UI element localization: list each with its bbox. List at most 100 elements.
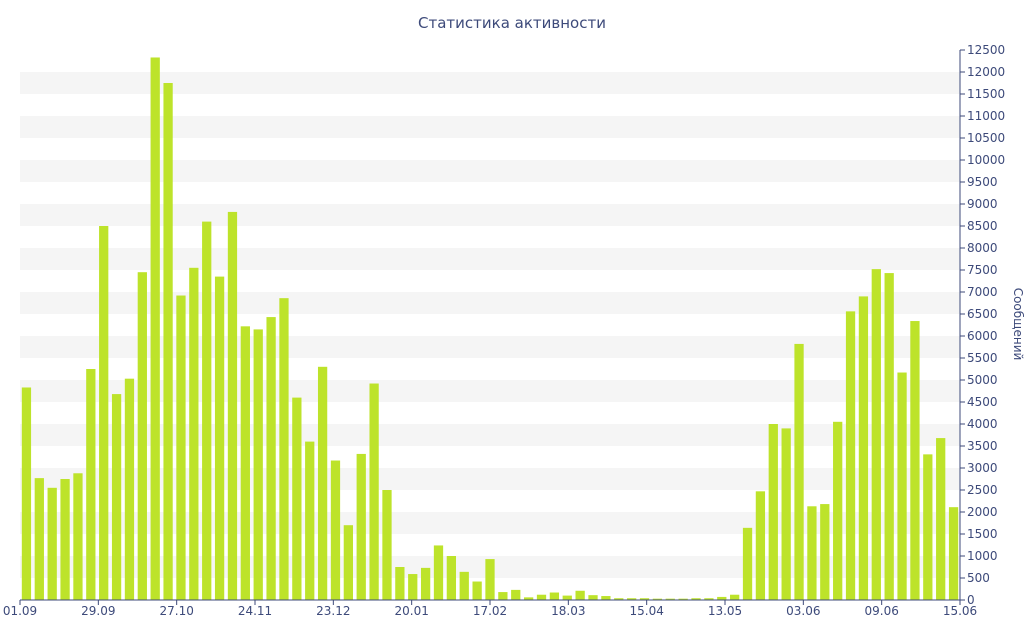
bar [111, 394, 122, 600]
y-tick-label: 5500 [967, 351, 998, 365]
bar [240, 326, 250, 600]
y-axis-label: Сообщений [1011, 288, 1024, 361]
bar [330, 460, 341, 600]
bar [511, 589, 521, 600]
y-tick-label: 9000 [967, 197, 998, 211]
bar [124, 378, 135, 600]
y-tick-label: 10000 [967, 153, 1005, 167]
bar [717, 596, 727, 600]
bar [845, 311, 856, 600]
y-tick-label: 12000 [967, 65, 1005, 79]
bar [163, 83, 173, 600]
bar [923, 454, 933, 600]
y-tick-label: 2500 [967, 483, 998, 497]
bar [292, 397, 302, 600]
y-tick-label: 9500 [967, 175, 998, 189]
bar [279, 298, 289, 600]
grid-band [20, 204, 960, 226]
bar [395, 567, 405, 600]
bar [73, 473, 83, 600]
bar [47, 487, 57, 600]
bar [678, 598, 688, 600]
grid-band [20, 116, 960, 138]
y-tick-label: 2000 [967, 505, 998, 519]
grid-band [20, 380, 960, 402]
x-tick-label: 15.04 [629, 604, 663, 618]
bar [485, 559, 495, 600]
bar [562, 595, 572, 600]
x-tick-label: 24.11 [238, 604, 272, 618]
bar [858, 296, 869, 600]
y-tick-label: 12500 [967, 43, 1005, 57]
bar [227, 211, 238, 601]
bar [472, 581, 482, 600]
bar [794, 343, 804, 600]
bar [910, 321, 920, 600]
bar [549, 592, 560, 600]
y-tick-label: 5000 [967, 373, 998, 387]
bar [652, 598, 663, 600]
bar [742, 527, 753, 600]
x-tick-label: 09.06 [864, 604, 898, 618]
bar [691, 598, 701, 600]
bar [86, 369, 96, 600]
bar [214, 276, 225, 600]
y-tick-label: 8500 [967, 219, 998, 233]
bar [446, 556, 457, 600]
bar [305, 441, 315, 600]
grid-band [20, 292, 960, 314]
y-tick-label: 10500 [967, 131, 1005, 145]
y-tick-label: 7500 [967, 263, 998, 277]
bar [897, 372, 907, 600]
bar [871, 269, 881, 600]
bar [99, 226, 109, 600]
bar [253, 329, 263, 600]
x-tick-label: 15.06 [943, 604, 977, 618]
y-tick-label: 3000 [967, 461, 998, 475]
x-tick-label: 29.09 [81, 604, 115, 618]
bar [536, 594, 547, 600]
bar [202, 221, 212, 600]
y-tick-label: 1500 [967, 527, 998, 541]
x-tick-label: 13.05 [708, 604, 742, 618]
bar [356, 453, 366, 600]
grid-band [20, 424, 960, 446]
x-tick-label: 20.01 [394, 604, 428, 618]
chart-title: Статистика активности [418, 14, 606, 32]
y-tick-label: 0 [967, 593, 975, 607]
bar [833, 421, 843, 600]
grid-band [20, 160, 960, 182]
bar [21, 387, 32, 600]
y-tick-label: 7000 [967, 285, 998, 299]
bar [807, 506, 817, 600]
grid-band [20, 72, 960, 94]
bar [60, 479, 70, 600]
bar [948, 507, 959, 600]
bar [34, 478, 44, 600]
x-tick-label: 18.03 [551, 604, 585, 618]
y-tick-label: 11500 [967, 87, 1005, 101]
bar [150, 57, 160, 601]
bar [755, 491, 766, 600]
y-tick-label: 8000 [967, 241, 998, 255]
bars-group [21, 57, 959, 601]
x-axis: 01.09 29.09 27.10 24.11 23.12 20.01 17.02 18.03… [3, 599, 977, 618]
x-tick-label: 17.02 [473, 604, 507, 618]
x-tick-label: 01.09 [3, 604, 37, 618]
grid-band [20, 248, 960, 270]
y-tick-label: 6000 [967, 329, 998, 343]
bar [575, 590, 585, 600]
bar [382, 490, 392, 600]
bar [884, 273, 894, 600]
y-tick-label: 3500 [967, 439, 998, 453]
y-axis: 0 500 1000 1500 2000 2500 3000 3500 4000 4500 5000… [959, 43, 1005, 607]
bar [601, 596, 611, 600]
bar [588, 595, 598, 600]
bar [369, 383, 379, 600]
bar [730, 594, 740, 600]
bar [639, 598, 650, 600]
bar [498, 592, 508, 600]
grid-band [20, 468, 960, 490]
bar [266, 317, 276, 600]
